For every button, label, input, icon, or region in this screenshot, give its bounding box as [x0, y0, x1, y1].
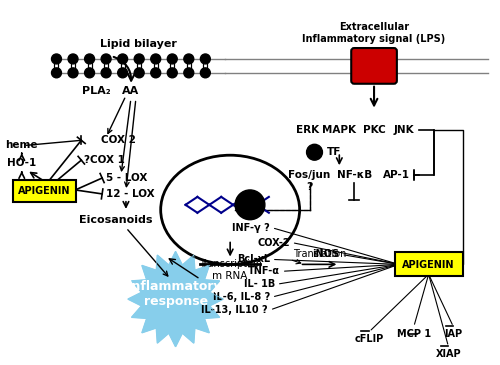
Text: cFLIP: cFLIP [354, 334, 384, 344]
Circle shape [134, 68, 144, 78]
Circle shape [200, 68, 210, 78]
Circle shape [184, 54, 194, 64]
Circle shape [52, 68, 62, 78]
Text: JNK: JNK [394, 126, 414, 135]
Text: PKC: PKC [362, 126, 386, 135]
FancyBboxPatch shape [351, 48, 397, 84]
FancyBboxPatch shape [395, 253, 464, 276]
Circle shape [168, 54, 177, 64]
Text: INF-γ ?: INF-γ ? [232, 223, 270, 233]
FancyBboxPatch shape [13, 180, 76, 202]
Polygon shape [128, 251, 223, 347]
Circle shape [118, 68, 128, 78]
Circle shape [84, 68, 94, 78]
Text: IL- 1B: IL- 1B [244, 279, 275, 289]
Text: TNF-α: TNF-α [248, 266, 280, 276]
Circle shape [52, 54, 62, 64]
Text: ?: ? [306, 182, 313, 192]
Text: PLA₂: PLA₂ [82, 86, 110, 96]
Text: MAPK: MAPK [322, 126, 356, 135]
Text: m RNA: m RNA [212, 271, 248, 281]
Circle shape [118, 54, 128, 64]
Circle shape [101, 54, 111, 64]
Text: Eicosanoids: Eicosanoids [80, 215, 153, 225]
Circle shape [306, 144, 322, 160]
Text: IL-13, IL10 ?: IL-13, IL10 ? [201, 305, 268, 315]
Circle shape [101, 68, 111, 78]
Circle shape [151, 54, 160, 64]
Text: heme: heme [6, 140, 38, 150]
Text: TF: TF [326, 147, 341, 157]
Text: 12 - LOX: 12 - LOX [106, 189, 154, 199]
Text: Fos/jun: Fos/jun [288, 170, 331, 180]
Circle shape [235, 190, 265, 220]
Text: XIAP: XIAP [436, 349, 462, 359]
Text: APIGENIN: APIGENIN [402, 260, 455, 270]
Text: COX-2: COX-2 [257, 238, 290, 247]
Text: Bcl-xL: Bcl-xL [236, 254, 270, 264]
Text: IL-6, IL-8 ?: IL-6, IL-8 ? [212, 292, 270, 302]
Circle shape [68, 54, 78, 64]
Text: iNOS: iNOS [312, 249, 340, 260]
Text: AA: AA [122, 86, 140, 96]
Text: 5 - LOX: 5 - LOX [106, 173, 148, 183]
Text: MCP 1: MCP 1 [396, 329, 431, 339]
Text: IAP: IAP [444, 329, 462, 339]
Circle shape [200, 54, 210, 64]
Text: APIGENIN: APIGENIN [18, 186, 71, 196]
Circle shape [151, 68, 160, 78]
Circle shape [184, 68, 194, 78]
Text: Extracellular
Inflammatory signal (LPS): Extracellular Inflammatory signal (LPS) [302, 23, 446, 44]
Text: ERK: ERK [296, 126, 319, 135]
Circle shape [134, 54, 144, 64]
Circle shape [68, 68, 78, 78]
Text: ?COX 1: ?COX 1 [84, 155, 125, 165]
Text: Translation: Translation [293, 249, 346, 260]
Text: NF-κB: NF-κB [336, 170, 372, 180]
Text: COX 2: COX 2 [101, 135, 136, 145]
Text: Lipid bilayer: Lipid bilayer [100, 39, 177, 49]
Text: Inflammatory
response: Inflammatory response [128, 280, 223, 308]
Circle shape [168, 68, 177, 78]
Text: Transcription: Transcription [198, 260, 262, 269]
Text: AP-1: AP-1 [384, 170, 410, 180]
Circle shape [84, 54, 94, 64]
Text: HO-1: HO-1 [7, 158, 36, 168]
